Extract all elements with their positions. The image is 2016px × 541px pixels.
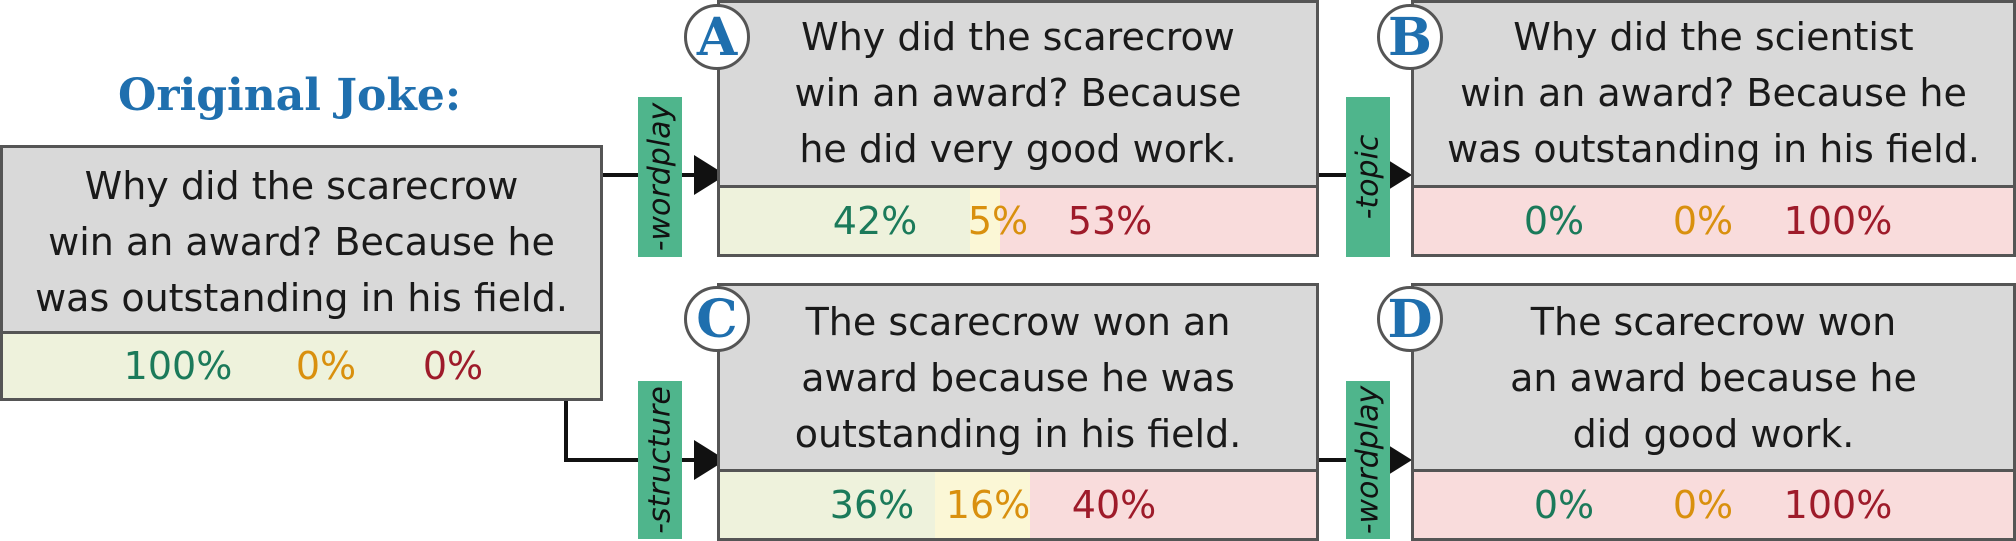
badge-c: C — [684, 286, 750, 352]
variant-box-d: The scarecrow won an award because he di… — [1411, 283, 2016, 541]
green-percent: 0% — [1523, 199, 1585, 243]
tag-orig-to-c: -structure — [638, 381, 682, 539]
green-percent: 100% — [123, 344, 233, 388]
yellow-segment — [934, 472, 1030, 538]
yellow-percent: 0% — [1672, 199, 1734, 243]
badge-a: A — [684, 4, 750, 70]
original-joke-box: Why did the scarecrow win an award? Beca… — [0, 145, 603, 401]
green-segment — [3, 334, 600, 398]
green-percent: 0% — [1533, 483, 1595, 527]
green-segment — [720, 472, 935, 538]
red-percent: 100% — [1783, 483, 1893, 527]
badge-b: B — [1377, 4, 1443, 70]
tag-orig-to-a: -wordplay — [638, 97, 682, 257]
original-joke-title: Original Joke: — [118, 70, 462, 121]
original-joke-text: Why did the scarecrow win an award? Beca… — [35, 164, 568, 320]
red-percent: 53% — [1067, 199, 1153, 243]
variant-a-text: Why did the scarecrow win an award? Beca… — [794, 15, 1242, 171]
red-segment — [1029, 472, 1316, 538]
yellow-percent: 16% — [945, 483, 1031, 527]
red-percent: 40% — [1071, 483, 1157, 527]
yellow-percent: 0% — [1672, 483, 1734, 527]
yellow-percent: 5% — [967, 199, 1029, 243]
variant-c-score-bar: 36% 16% 40% — [720, 469, 1316, 538]
tag-a-to-b: -topic — [1346, 97, 1390, 257]
variant-d-score-bar: 0% 0% 100% — [1414, 469, 2013, 538]
variant-b-text: Why did the scientist win an award? Beca… — [1447, 15, 1980, 171]
green-percent: 42% — [832, 199, 918, 243]
variant-box-b: Why did the scientist win an award? Beca… — [1411, 0, 2016, 257]
red-percent: 100% — [1783, 199, 1893, 243]
badge-d: D — [1377, 286, 1443, 352]
variant-d-text: The scarecrow won an award because he di… — [1510, 300, 1917, 456]
tag-c-to-d: -wordplay — [1346, 381, 1390, 539]
variant-box-c: The scarecrow won an award because he wa… — [717, 283, 1319, 541]
variant-b-score-bar: 0% 0% 100% — [1414, 185, 2013, 254]
yellow-segment — [970, 188, 1001, 254]
red-percent: 0% — [422, 344, 484, 388]
green-segment — [720, 188, 971, 254]
green-percent: 36% — [829, 483, 915, 527]
yellow-percent: 0% — [295, 344, 357, 388]
variant-box-a: Why did the scarecrow win an award? Beca… — [717, 0, 1319, 257]
variant-c-text: The scarecrow won an award because he wa… — [794, 300, 1242, 456]
original-score-bar: 100% 0% 0% — [3, 331, 600, 398]
variant-a-score-bar: 42% 5% 53% — [720, 185, 1316, 254]
red-segment — [1414, 188, 2013, 254]
red-segment — [1414, 472, 2013, 538]
red-segment — [1000, 188, 1316, 254]
